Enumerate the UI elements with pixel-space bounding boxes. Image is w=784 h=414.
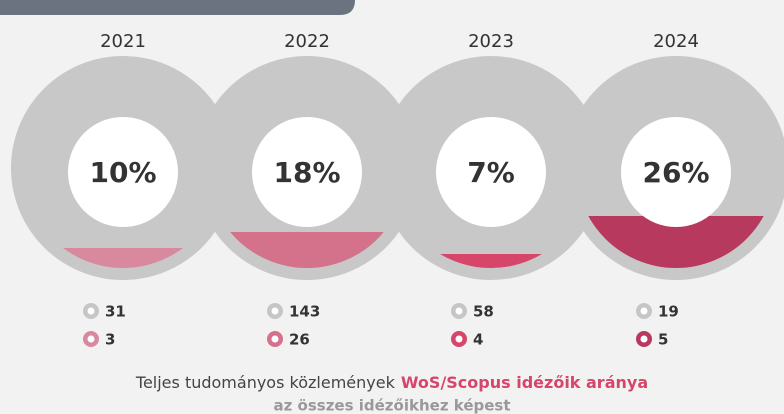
legend-dot-hole [640,335,648,343]
ratio-fill [391,254,591,268]
legend-series-0: Teljes tudományos közlemények [135,373,396,392]
year-label: 2021 [100,31,146,52]
year-label: 2022 [284,31,330,52]
year-label: 2023 [468,31,514,52]
count-label: 26 [289,331,310,349]
inner-circle [68,117,178,227]
count-label: 5 [658,331,668,349]
ratio-label: 26% [642,156,709,189]
ratio-label: 7% [467,156,515,189]
legend-dot-hole [87,307,95,315]
inner-circle [436,117,546,227]
ratio-label: 18% [273,156,340,189]
legend-dot-hole [271,307,279,315]
subtitle: az összes idézőikhez képest [273,397,510,414]
inner-circle [252,117,362,227]
count-label: 19 [658,303,679,321]
count-label: 4 [473,331,483,349]
ratio-label: 10% [89,156,156,189]
inner-circle [621,117,731,227]
legend-dot-hole [640,307,648,315]
header-bar [0,0,355,15]
year-label: 2024 [653,31,699,52]
count-label: 58 [473,303,494,321]
legend-dot-hole [271,335,279,343]
count-label: 3 [105,331,115,349]
legend-dot-hole [87,335,95,343]
legend: Teljes tudományos közlemények WoS/Scopus … [135,373,648,392]
legend-dot-hole [455,335,463,343]
count-label: 31 [105,303,126,321]
legend-dot-hole [455,307,463,315]
legend-series-1: WoS/Scopus idézőik aránya [401,373,648,392]
count-label: 143 [289,303,320,321]
